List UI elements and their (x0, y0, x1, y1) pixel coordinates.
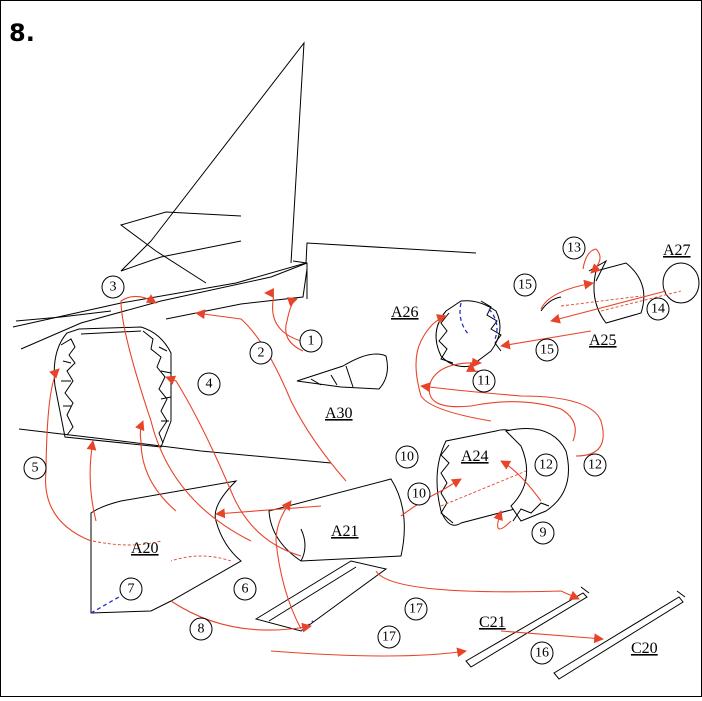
label-a24: A24 (461, 448, 489, 465)
svg-text:8: 8 (198, 622, 205, 637)
label-a27: A27 (663, 242, 691, 259)
step-12a: 12 (534, 453, 558, 477)
part-a24 (436, 428, 569, 526)
svg-text:12: 12 (539, 458, 553, 473)
svg-text:5: 5 (32, 461, 39, 476)
svg-text:10: 10 (400, 450, 414, 465)
step-2: 2 (249, 341, 273, 365)
step-8: 8 (189, 617, 213, 641)
step-6: 6 (233, 577, 257, 601)
svg-text:1: 1 (308, 334, 315, 349)
svg-text:7: 7 (128, 582, 135, 597)
svg-text:11: 11 (477, 374, 490, 389)
label-a26: A26 (391, 304, 419, 321)
step-callouts: 1 2 3 4 5 6 7 8 9 10 10 11 12 12 13 14 1… (23, 236, 670, 665)
step-15b: 15 (535, 338, 559, 362)
svg-text:13: 13 (567, 241, 581, 256)
part-c21 (465, 586, 590, 668)
step-17b: 17 (377, 625, 401, 649)
label-c20: C20 (631, 640, 658, 657)
svg-text:9: 9 (540, 526, 547, 541)
label-a20: A20 (131, 540, 159, 557)
step-5: 5 (23, 456, 47, 480)
step-9: 9 (531, 521, 555, 545)
part-lower-fairing (254, 560, 388, 632)
part-a21 (268, 478, 405, 562)
step-label: 8. (9, 19, 35, 47)
step-12b: 12 (583, 453, 607, 477)
label-a21: A21 (331, 523, 359, 540)
step-7: 7 (119, 577, 143, 601)
label-c21: C21 (479, 614, 506, 631)
svg-text:16: 16 (535, 646, 549, 661)
part-c20 (553, 590, 686, 680)
step-17a: 17 (404, 597, 428, 621)
step-4: 4 (197, 372, 221, 396)
step-16: 16 (530, 641, 554, 665)
svg-text:12: 12 (588, 458, 602, 473)
part-a26 (435, 300, 502, 367)
svg-text:17: 17 (382, 630, 396, 645)
step-15a: 15 (513, 273, 537, 297)
svg-text:17: 17 (409, 602, 423, 617)
step-11: 11 (472, 369, 496, 393)
svg-text:2: 2 (258, 346, 265, 361)
svg-text:10: 10 (412, 487, 426, 502)
step-14: 14 (646, 297, 670, 321)
svg-text:6: 6 (242, 582, 249, 597)
step-10a: 10 (395, 445, 419, 469)
step-3: 3 (101, 275, 125, 299)
part-a25 (540, 259, 645, 324)
step-13: 13 (562, 236, 586, 260)
part-a30 (296, 353, 388, 390)
label-a30: A30 (325, 405, 353, 422)
step-10b: 10 (407, 482, 431, 506)
part-labels: A20 A21 A24 A25 A26 A27 A30 C20 (131, 242, 691, 657)
svg-text:15: 15 (540, 343, 554, 358)
svg-text:15: 15 (518, 278, 532, 293)
step-1: 1 (299, 329, 323, 353)
svg-text:14: 14 (651, 302, 665, 317)
label-a25: A25 (589, 332, 617, 349)
fuselage-outline (12, 41, 477, 464)
part-a27 (662, 262, 700, 304)
svg-text:4: 4 (206, 377, 213, 392)
svg-text:3: 3 (110, 280, 117, 295)
